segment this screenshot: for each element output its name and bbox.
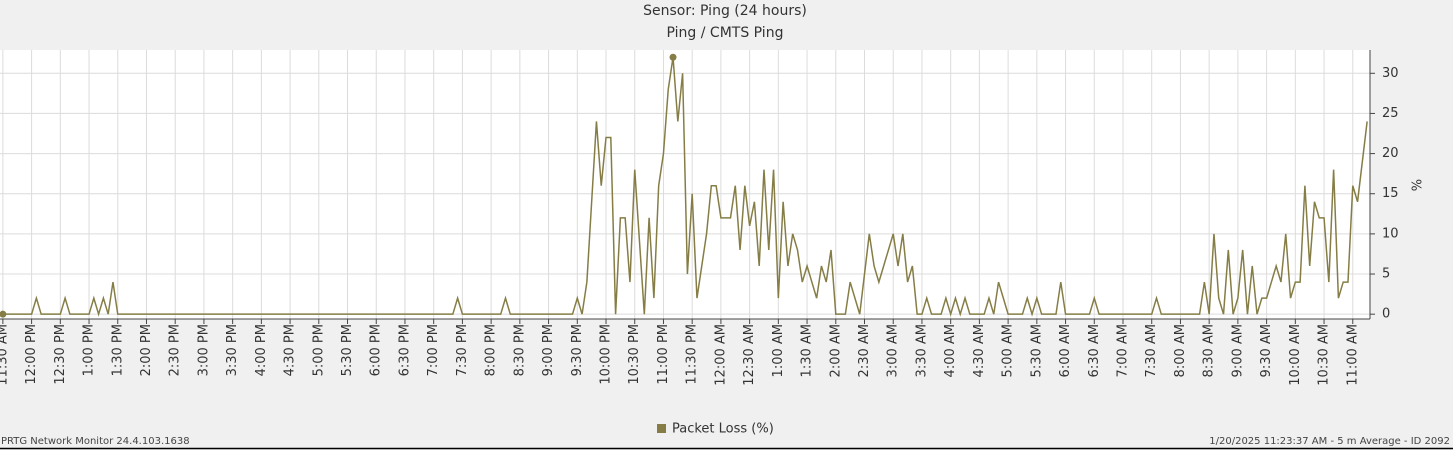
x-tick-label: 3:00 AM	[886, 324, 901, 377]
x-tick-label: 6:00 AM	[1058, 324, 1073, 377]
x-tick-label: 8:30 AM	[1202, 324, 1217, 377]
y-tick-label: 20	[1382, 146, 1399, 161]
x-tick-label: 12:00 AM	[713, 324, 728, 386]
point-marker	[0, 310, 7, 318]
x-tick-label: 12:30 PM	[53, 324, 68, 385]
x-tick-label: 11:30 PM	[685, 324, 700, 385]
x-tick-label: 5:30 PM	[340, 324, 355, 376]
x-tick-label: 3:30 AM	[914, 324, 929, 377]
x-tick-label: 10:00 PM	[599, 324, 614, 385]
x-tick-label: 2:30 AM	[857, 324, 872, 377]
x-tick-label: 7:30 AM	[1144, 324, 1159, 377]
x-tick-label: 11:00 PM	[656, 324, 671, 385]
y-tick-label: 15	[1382, 186, 1399, 201]
x-tick-label: 2:00 AM	[828, 324, 843, 377]
x-tick-label: 1:30 PM	[110, 324, 125, 376]
x-tick-label: 9:30 PM	[570, 324, 585, 376]
y-tick-label: 10	[1382, 226, 1399, 241]
y-axis-label: %	[1411, 179, 1426, 191]
x-tick-label: 10:30 PM	[627, 324, 642, 385]
x-tick-label: 12:00 PM	[24, 324, 39, 385]
x-tick-label: 5:00 PM	[311, 324, 326, 376]
x-tick-label: 3:30 PM	[225, 324, 240, 376]
x-tick-label: 10:00 AM	[1288, 324, 1303, 386]
x-tick-label: 8:00 AM	[1173, 324, 1188, 377]
legend-swatch	[657, 424, 666, 433]
x-tick-label: 2:30 PM	[168, 324, 183, 376]
y-tick-label: 30	[1382, 66, 1399, 81]
x-tick-label: 4:00 AM	[943, 324, 958, 377]
y-tick-label: 25	[1382, 106, 1399, 121]
x-tick-label: 2:00 PM	[139, 324, 154, 376]
x-tick-label: 7:30 PM	[455, 324, 470, 376]
x-tick-label: 6:30 AM	[1087, 324, 1102, 377]
x-tick-label: 1:00 AM	[771, 324, 786, 377]
x-tick-label: 12:30 AM	[742, 324, 757, 386]
x-tick-label: 10:30 AM	[1317, 324, 1332, 386]
footer-right: 1/20/2025 11:23:37 AM - 5 m Average - ID…	[1209, 436, 1450, 447]
x-tick-label: 7:00 PM	[426, 324, 441, 376]
x-tick-label: 6:00 PM	[369, 324, 384, 376]
legend-label: Packet Loss (%)	[672, 422, 774, 437]
x-tick-label: 9:00 PM	[541, 324, 556, 376]
x-tick-label: 1:00 PM	[82, 324, 97, 376]
x-tick-label: 3:00 PM	[196, 324, 211, 376]
x-tick-label: 4:30 PM	[283, 324, 298, 376]
x-tick-label: 9:30 AM	[1259, 324, 1274, 377]
x-tick-label: 8:30 PM	[512, 324, 527, 376]
x-tick-label: 1:30 AM	[800, 324, 815, 377]
y-tick-label: 0	[1382, 307, 1390, 322]
x-tick-label: 9:00 AM	[1230, 324, 1245, 377]
x-tick-label: 7:00 AM	[1115, 324, 1130, 377]
x-tick-label: 4:30 AM	[972, 324, 987, 377]
x-tick-label: 11:30 AM	[0, 324, 10, 386]
x-tick-label: 4:00 PM	[254, 324, 269, 376]
footer-left: PRTG Network Monitor 24.4.103.1638	[1, 436, 190, 447]
chart-subtitle: Ping / CMTS Ping	[667, 25, 784, 41]
point-marker	[669, 53, 677, 61]
y-tick-label: 5	[1382, 267, 1390, 282]
x-tick-label: 11:00 AM	[1345, 324, 1360, 386]
series-line	[2, 57, 1368, 317]
x-tick-label: 6:30 PM	[397, 324, 412, 376]
chart-title: Sensor: Ping (24 hours)	[643, 3, 807, 19]
x-tick-label: 5:00 AM	[1001, 324, 1016, 377]
x-tick-label: 5:30 AM	[1029, 324, 1044, 377]
x-tick-label: 8:00 PM	[484, 324, 499, 376]
